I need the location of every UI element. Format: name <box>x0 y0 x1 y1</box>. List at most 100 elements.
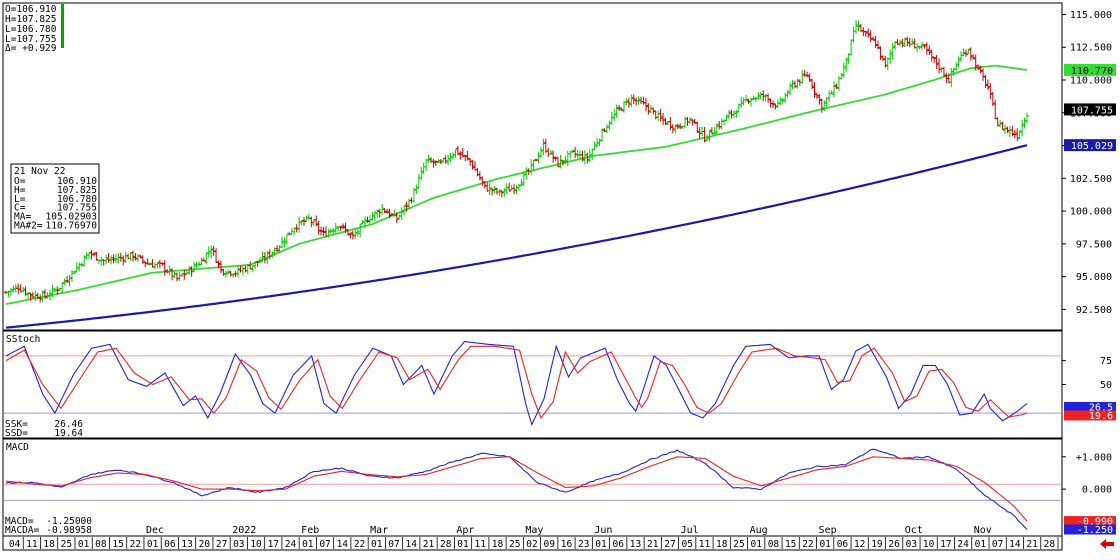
price-bar <box>746 98 751 105</box>
price-bar <box>1010 125 1015 137</box>
price-bar <box>372 210 377 222</box>
price-bar <box>744 94 749 102</box>
price-bar <box>74 262 79 273</box>
price-bar <box>844 58 849 73</box>
x-day-label: 10 <box>923 539 935 550</box>
scroll-left-arrow-icon[interactable] <box>1100 539 1114 549</box>
price-bar <box>614 104 619 118</box>
price-bar <box>985 79 990 91</box>
price-bar <box>717 120 722 130</box>
price-bar <box>431 158 436 168</box>
price-bar <box>973 54 978 71</box>
price-bar <box>209 245 214 259</box>
price-bar <box>321 227 326 236</box>
price-bar <box>243 266 248 273</box>
price-bar <box>111 254 116 264</box>
last-price-tag: 105.029 <box>1064 139 1116 152</box>
stoch-last-tag-bg <box>1064 401 1116 412</box>
price-bar <box>685 117 690 126</box>
x-day-label: 27 <box>216 539 227 550</box>
stoch-k-line <box>5 340 1028 427</box>
price-bar <box>497 188 502 196</box>
price-bar <box>739 96 744 108</box>
price-bar <box>949 67 954 88</box>
price-bar <box>822 100 827 112</box>
x-day-label: 24 <box>285 539 297 550</box>
price-bar <box>487 182 492 196</box>
price-bar <box>629 94 634 107</box>
price-bar <box>60 282 65 294</box>
price-bar <box>998 120 1003 127</box>
price-bar <box>873 35 878 48</box>
price-bar <box>983 74 988 88</box>
price-bar <box>846 53 851 65</box>
price-y-tick-label: 95.000 <box>1076 272 1112 283</box>
price-bar <box>885 57 890 71</box>
price-bar <box>399 207 404 221</box>
price-bar <box>519 178 524 187</box>
last-price-tag-label: 107.755 <box>1071 105 1113 116</box>
x-day-label: 09 <box>544 539 556 550</box>
info-rows: O= 106.910 H= 107.825 L= 106.780 C= 107.755 MA= 1… <box>14 176 97 232</box>
macd-last-tag-label: -1.250 <box>1077 525 1113 536</box>
x-day-label: 21 <box>647 539 659 550</box>
price-bar <box>512 184 517 195</box>
price-bar <box>436 159 441 164</box>
x-month-label: Jun <box>594 525 612 536</box>
x-day-label: 17 <box>268 539 279 550</box>
x-month-label: May <box>525 525 543 536</box>
x-day-label: 01 <box>975 539 987 550</box>
price-bar <box>934 55 939 69</box>
price-bar <box>460 148 465 158</box>
price-bar <box>919 41 924 50</box>
price-bar <box>265 251 270 265</box>
price-y-tick-label: 110.000 <box>1070 76 1112 87</box>
price-bar <box>792 80 797 89</box>
header-line: L=107.755 <box>5 34 56 45</box>
price-bar <box>575 150 580 159</box>
price-bar <box>599 128 604 143</box>
x-day-label: 13 <box>630 539 641 550</box>
price-bar <box>619 107 624 111</box>
price-bar <box>284 234 289 245</box>
price-bar <box>121 255 126 266</box>
x-day-label: 14 <box>406 539 418 550</box>
price-bar <box>609 112 614 125</box>
price-bar <box>988 83 993 99</box>
price-bar <box>23 286 28 296</box>
price-bar <box>62 278 67 286</box>
macd-title: MACD <box>6 442 29 453</box>
price-bar <box>795 78 800 89</box>
price-bar <box>895 38 900 46</box>
stoch-title: SStoch <box>6 334 40 345</box>
price-bar <box>8 287 13 297</box>
price-bar <box>50 284 55 298</box>
x-day-label: 25 <box>509 539 520 550</box>
price-bar <box>697 127 702 139</box>
price-bar <box>1005 126 1010 134</box>
price-bar <box>587 149 592 163</box>
price-bar <box>1022 117 1027 129</box>
price-bar <box>692 118 697 124</box>
price-bar <box>621 101 626 113</box>
price-bar <box>394 212 399 224</box>
price-bar <box>43 289 48 300</box>
price-bar <box>731 110 736 118</box>
x-day-label: 06 <box>613 539 625 550</box>
price-bar <box>350 230 355 240</box>
price-bar <box>531 159 536 171</box>
x-month-label: Jul <box>681 525 699 536</box>
price-bar <box>196 261 201 267</box>
price-bar <box>333 223 338 233</box>
price-bar <box>184 269 189 275</box>
price-bar <box>311 219 316 227</box>
stoch-readout: SSK= 26.46 SSD= 19.64 <box>5 419 83 439</box>
macd-last-tag-bg <box>1064 516 1116 527</box>
price-bar <box>404 201 409 212</box>
price-bar <box>360 220 365 225</box>
price-bar <box>365 216 370 223</box>
price-bar <box>832 81 837 98</box>
price-bar <box>407 198 412 210</box>
price-bar <box>607 120 612 131</box>
